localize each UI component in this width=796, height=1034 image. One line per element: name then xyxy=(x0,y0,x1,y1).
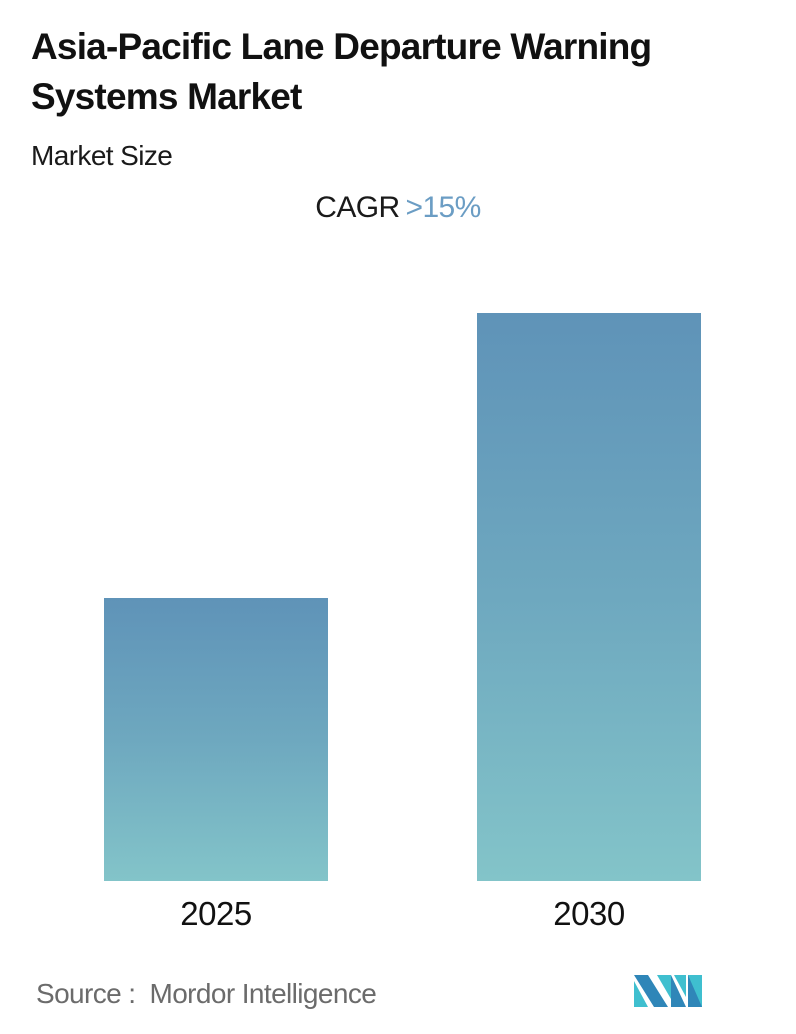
bar-2030 xyxy=(477,313,701,881)
chart-title: Asia-Pacific Lane Departure Warning Syst… xyxy=(31,26,652,117)
bar-2025 xyxy=(104,598,328,881)
x-tick-label-2025: 2025 xyxy=(180,895,252,932)
x-tick-label-2030: 2030 xyxy=(553,895,625,932)
source-value: Mordor Intelligence xyxy=(149,978,377,1009)
mordor-intelligence-logo-icon xyxy=(634,975,702,1007)
source-label: Source : xyxy=(36,978,136,1009)
chart-subtitle: Market Size xyxy=(31,140,173,171)
cagr-label: CAGR xyxy=(315,191,400,224)
source-credit: Source : Mordor Intelligence xyxy=(36,976,377,1012)
bar-chart: 2025 2030 xyxy=(104,313,701,932)
cagr-annotation: CAGR >15% xyxy=(0,188,796,228)
cagr-value: >15% xyxy=(405,191,482,224)
